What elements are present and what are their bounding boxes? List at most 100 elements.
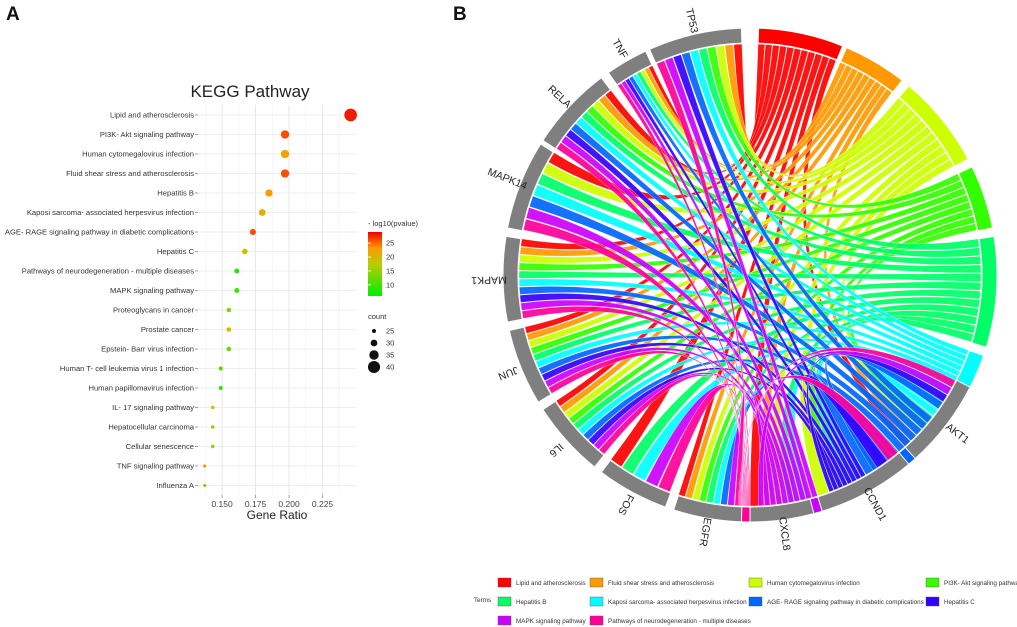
chord-ribbon xyxy=(628,75,928,430)
chord-ribbon xyxy=(698,47,980,251)
dots xyxy=(203,108,357,487)
legend-swatch xyxy=(925,577,940,588)
legend-label: Hepatitis B xyxy=(516,599,546,606)
y-tick-label: Lipid and atherosclerosis xyxy=(110,111,194,120)
dot xyxy=(234,268,240,274)
panel-b-label: B xyxy=(453,4,467,25)
size-legend-label: 30 xyxy=(386,339,394,348)
dot xyxy=(218,385,223,391)
gene-label: JUN xyxy=(496,364,519,383)
size-legend-label: 40 xyxy=(386,363,394,372)
chord-arcs xyxy=(502,27,998,523)
dot xyxy=(226,307,232,313)
dot xyxy=(258,209,266,216)
dot xyxy=(280,149,290,159)
terms-legend: Lipid and atherosclerosis Fluid shear str… xyxy=(497,577,1017,626)
chord-ribbon xyxy=(518,187,967,271)
y-tick-label: Cellular senescence xyxy=(126,442,194,451)
size-legend-dot xyxy=(371,328,377,334)
size-legend-dot xyxy=(370,339,378,347)
gene-label: IL6 xyxy=(547,440,566,459)
color-legend-tick-label: 20 xyxy=(386,253,394,262)
dot xyxy=(249,228,256,236)
dot xyxy=(226,346,232,352)
y-tick-label: Hepatitis B xyxy=(157,189,194,198)
chord-ribbon xyxy=(537,173,982,274)
size-legend-dot xyxy=(369,350,379,360)
chord-ribbon xyxy=(672,54,866,478)
chord-ribbon xyxy=(542,114,922,214)
legend-swatch xyxy=(748,596,763,607)
legend-label: Pathways of neurodegeneration - multiple… xyxy=(608,618,751,625)
x-tick-label: 0.175 xyxy=(245,499,267,509)
y-tick-labels: Lipid and atherosclerosis PI3K- Akt signa… xyxy=(5,111,198,490)
chord-ribbon xyxy=(519,286,911,447)
kegg-dot-plot: A KEGG Pathway Lipid and atherosclerosis… xyxy=(5,4,419,522)
color-legend-tick-label: 10 xyxy=(386,280,394,289)
legend-label: Hepatitis C xyxy=(944,599,975,606)
chord-ribbon xyxy=(800,152,950,497)
y-tick-label: Hepatocellular carcinoma xyxy=(108,423,194,432)
term-arc xyxy=(898,85,969,167)
chord-ribbon xyxy=(664,57,818,498)
y-tick-label: TNF signaling pathway xyxy=(117,462,194,471)
y-tick-label: Human papillomavirus infection xyxy=(88,384,194,393)
dot xyxy=(203,484,207,487)
terms-legend-title: Terms xyxy=(474,597,491,604)
legend-swatch xyxy=(497,615,512,626)
gene-label: CCND1 xyxy=(861,486,889,524)
panel-a-label: A xyxy=(6,4,20,25)
chord-ribbon xyxy=(570,123,922,436)
chord-ribbon xyxy=(625,78,862,480)
gene-label: FOS xyxy=(615,492,636,517)
y-tick-label: Fluid shear stress and atherosclerosis xyxy=(66,169,194,178)
chord-ribbon xyxy=(656,60,751,507)
chord-ribbon xyxy=(586,105,964,218)
dot xyxy=(265,189,273,197)
chord-ribbon xyxy=(689,49,969,356)
gene-label: CXCL8 xyxy=(776,516,792,551)
chart-title: KEGG Pathway xyxy=(190,82,310,101)
legend-swatch xyxy=(589,596,604,607)
color-legend-bar xyxy=(368,232,382,296)
plot-background xyxy=(198,105,356,495)
gene-arc xyxy=(817,452,910,512)
color-legend-tick-label: 25 xyxy=(386,239,394,248)
size-legend: 25 30 35 40 xyxy=(367,327,394,374)
chord-ribbon xyxy=(692,138,942,501)
y-tick-label: Influenza A xyxy=(156,481,195,490)
chord-ribbons xyxy=(518,43,982,507)
gene-arc xyxy=(542,400,605,468)
size-legend-label: 25 xyxy=(386,327,394,336)
legend-label: Human cytomegalovirus infection xyxy=(767,580,860,587)
chord-ribbon xyxy=(632,73,967,361)
chord-ribbon xyxy=(825,352,943,471)
gene-label: MAPK14 xyxy=(486,166,529,192)
gene-arc xyxy=(607,50,653,86)
chord-ribbon xyxy=(806,352,948,493)
dot xyxy=(210,444,215,449)
y-tick-label: IL- 17 signaling pathway xyxy=(112,403,194,412)
chord-ribbon xyxy=(556,142,748,507)
x-tick-label: 0.200 xyxy=(278,499,300,509)
y-tick-label: Pathways of neurodegeneration - multiple… xyxy=(22,267,194,276)
term-arc xyxy=(757,27,844,61)
legend-swatch xyxy=(497,596,512,607)
dot xyxy=(280,169,290,178)
legend-swatch xyxy=(497,577,512,588)
legend-swatch xyxy=(748,577,763,588)
gene-label: TNF xyxy=(609,37,630,61)
dot xyxy=(280,130,290,139)
chord-ribbon xyxy=(592,100,916,193)
x-tick-labels: 0.150 0.175 0.200 0.225 xyxy=(211,495,333,509)
y-tick-label: Hepatitis C xyxy=(157,247,195,256)
chord-ribbon xyxy=(524,48,802,334)
chord-ribbon xyxy=(681,51,933,424)
y-tick-label: Human T- cell leukemia virus 1 infection xyxy=(60,364,194,373)
legend-label: PI3K- Akt signaling pathway xyxy=(944,580,1017,587)
gene-label: TP53 xyxy=(683,7,700,34)
y-tick-label: AGE- RAGE signaling pathway in diabetic … xyxy=(5,228,194,237)
chord-ribbon xyxy=(560,135,807,501)
gene-arc xyxy=(506,143,554,232)
size-legend-dot xyxy=(367,360,381,374)
